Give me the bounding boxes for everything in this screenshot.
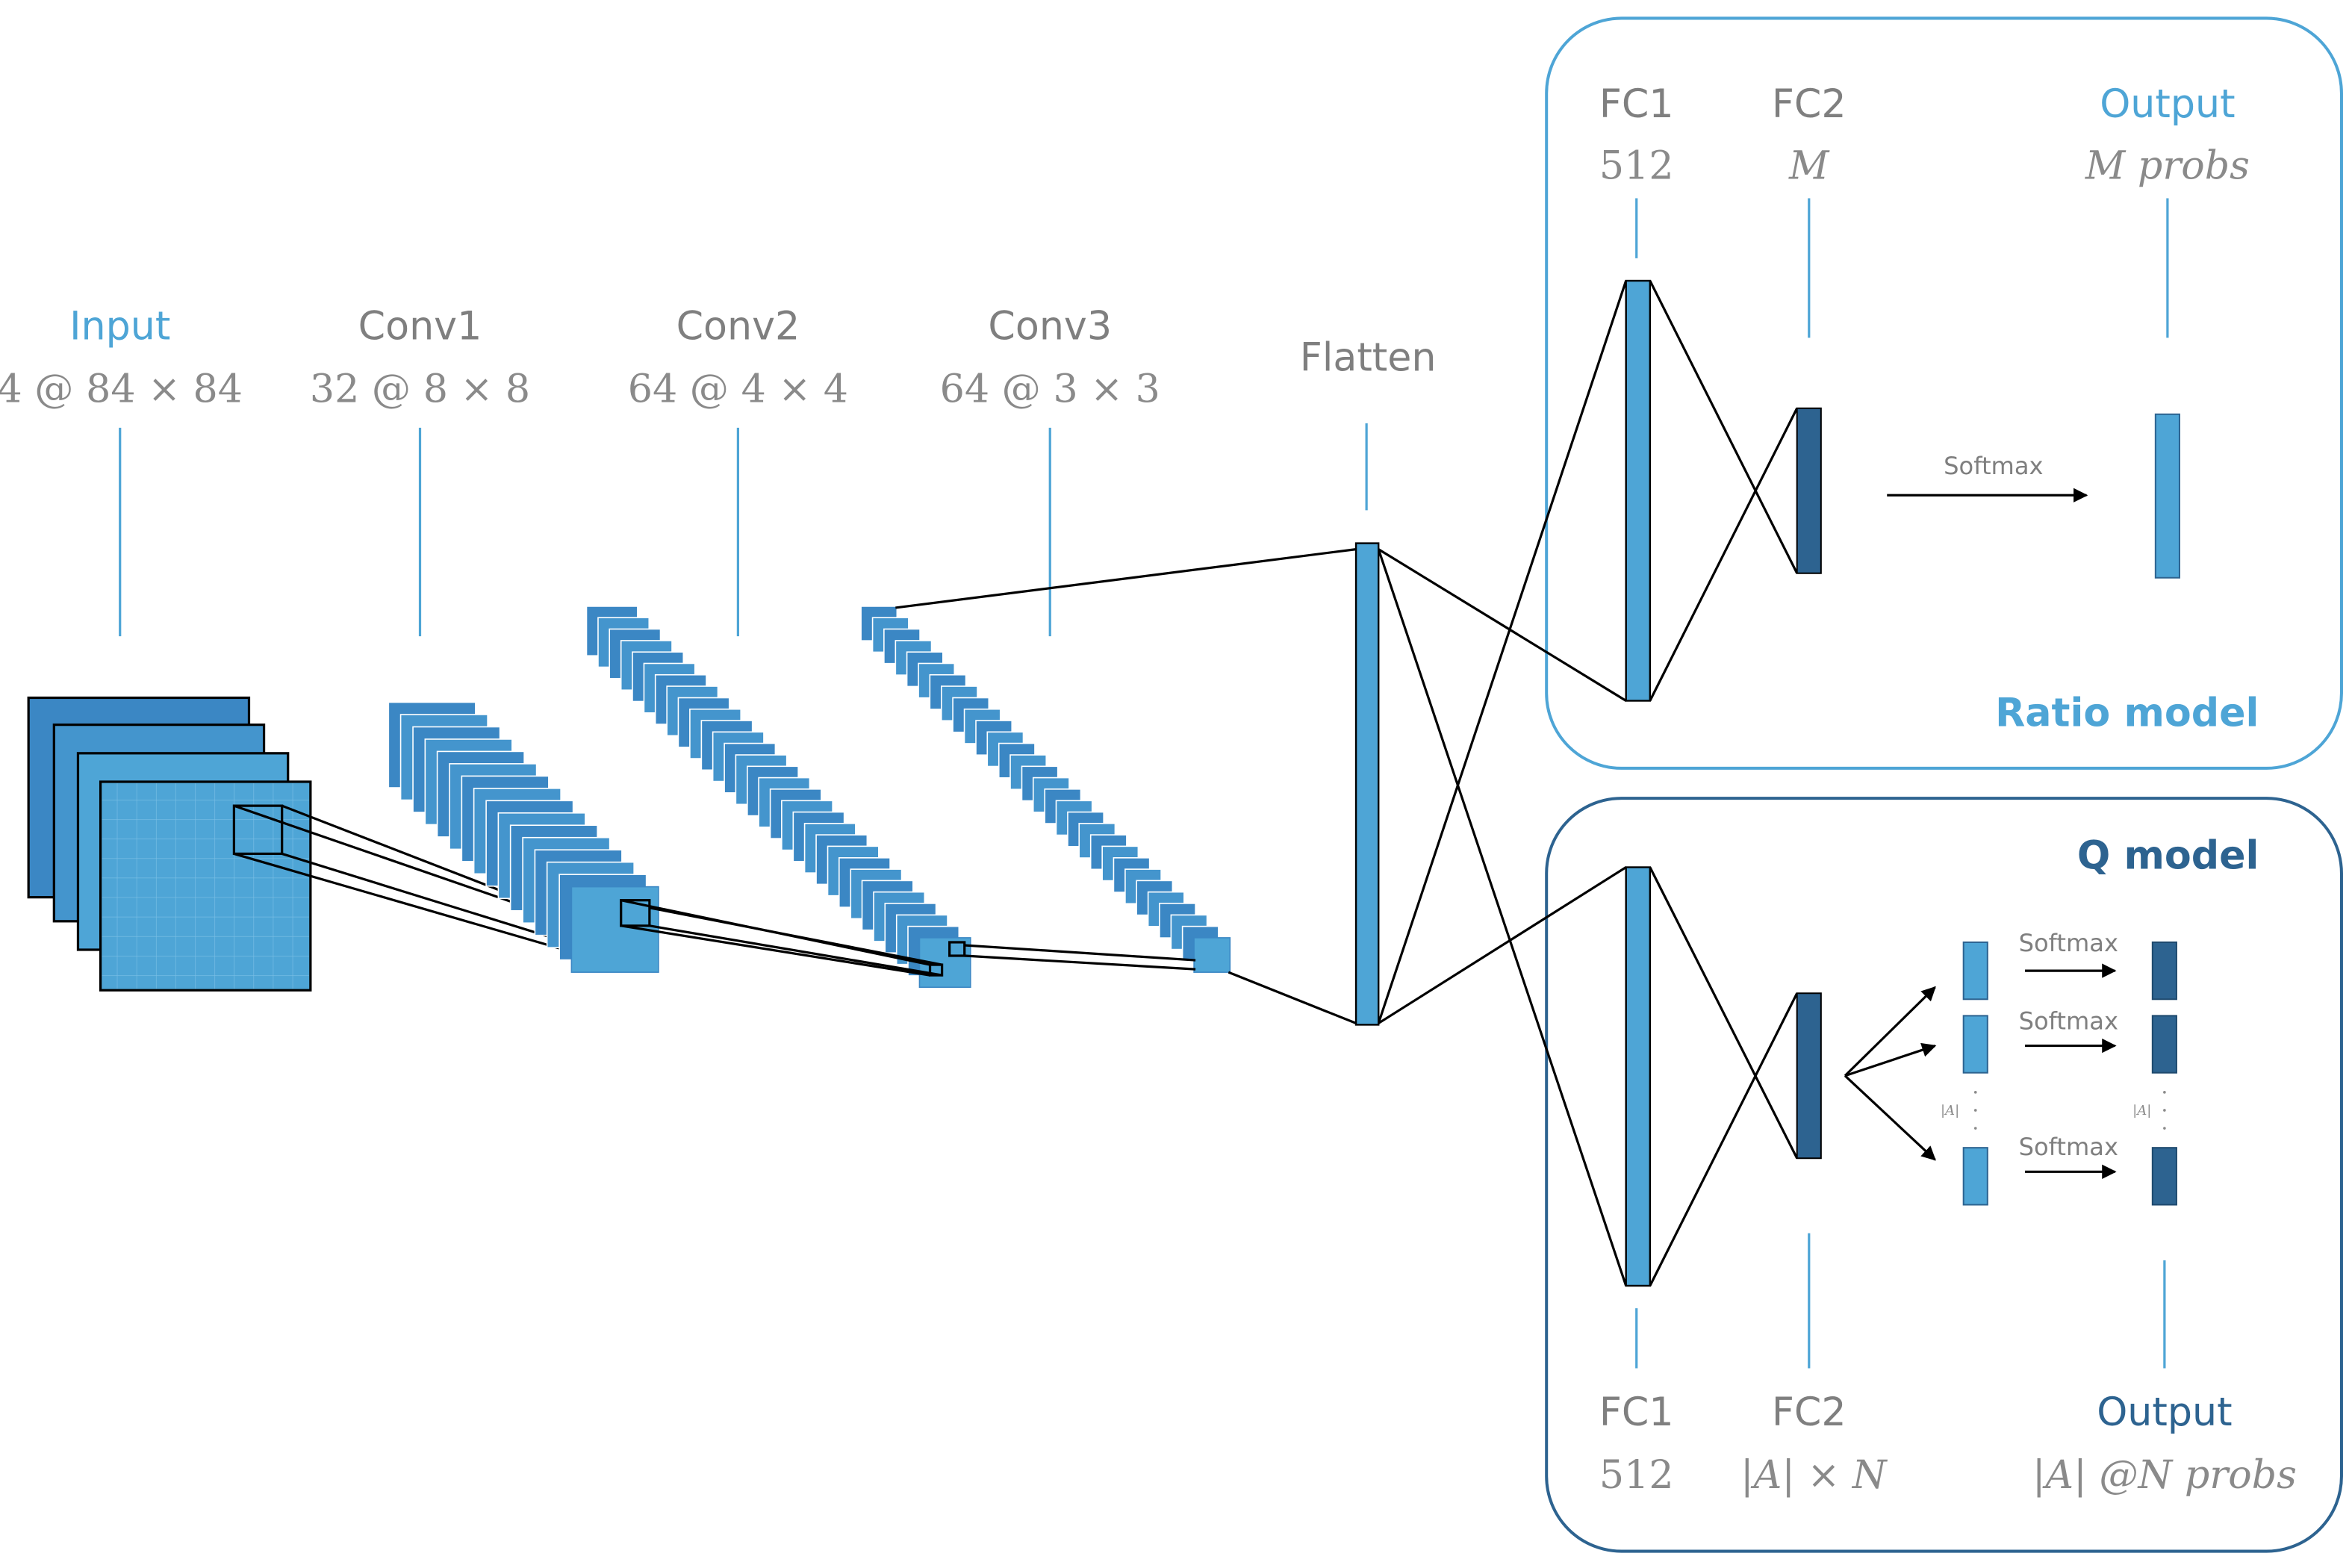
q-fc2-layer [1796,992,1822,1160]
q-prob-block [2151,941,2177,1001]
q-logits-block [1962,1147,1988,1206]
conv3-shape: 64 @ 3 × 3 [940,367,1160,412]
conv2-stack [585,606,971,989]
ratio-fc1-size: 512 [1599,143,1674,188]
conv3-label: Conv3 [988,304,1112,349]
flatten-wires [895,280,1799,1287]
ratio-fc2-label: FC2 [1772,82,1847,127]
ratio-model-box [1545,16,2343,770]
q-model-title: Q model [2077,834,2259,879]
flatten-label: Flatten [1300,336,1437,381]
input-shape: 4 @ 84 × 84 [0,367,243,412]
flatten-layer [1354,542,1380,1026]
input-grid [102,783,309,989]
q-softmax-label: Softmax [2019,1007,2118,1035]
q-fc1-label: FC1 [1599,1390,1674,1435]
ratio-fc2-layer [1796,407,1822,574]
q-logits-block [1962,941,1988,1001]
q-output-size: |A| @N probs [2032,1453,2297,1498]
q-count-label-probs: |A| [2132,1103,2151,1119]
input-kernel-front [232,804,284,856]
q-split-arrows [1844,986,1937,1161]
q-fc1-size: 512 [1599,1453,1674,1498]
conv3-feature-map [1193,937,1231,973]
conv1-shape: 32 @ 8 × 8 [310,367,530,412]
ratio-softmax-label: Softmax [1944,452,2043,480]
q-fc1-layer [1625,866,1652,1287]
q-output-label: Output [2097,1390,2232,1435]
conv2-shape: 64 @ 4 × 4 [628,367,848,412]
ratio-fc1-layer [1625,279,1652,702]
q-ellipsis [1973,1091,2166,1130]
conv2-to-conv3-wires [948,941,1196,971]
conv1-label: Conv1 [358,304,482,349]
ratio-fc2-size: M [1788,143,1830,188]
conv2-kernel [948,941,966,957]
q-softmax-label: Softmax [2019,1133,2118,1161]
q-logits-block [1962,1015,1988,1074]
q-softmax-label: Softmax [2019,929,2118,957]
q-prob-block [2151,1015,2177,1074]
ratio-fc1-label: FC1 [1599,82,1674,127]
conv1-to-conv2-wires [620,899,944,977]
q-prob-block [2151,1147,2177,1206]
input-label: Input [69,304,170,349]
ratio-output-layer [2154,413,2180,579]
conv1-kernel [620,899,651,927]
q-count-label-logits: |A| [1941,1103,1959,1119]
ratio-output-size: M probs [2085,143,2250,188]
conv2-label: Conv2 [676,304,800,349]
q-model-box [1545,797,2343,1553]
q-fc2-size: |A| × N [1740,1453,1888,1498]
q-fc2-label: FC2 [1772,1390,1847,1435]
input-stack [27,696,312,992]
conv3-stack [860,606,1231,973]
ratio-model-title: Ratio model [1995,691,2259,736]
ratio-output-label: Output [2100,82,2235,127]
conv1-stack [388,701,659,973]
conv2-kernel-target [928,963,944,977]
